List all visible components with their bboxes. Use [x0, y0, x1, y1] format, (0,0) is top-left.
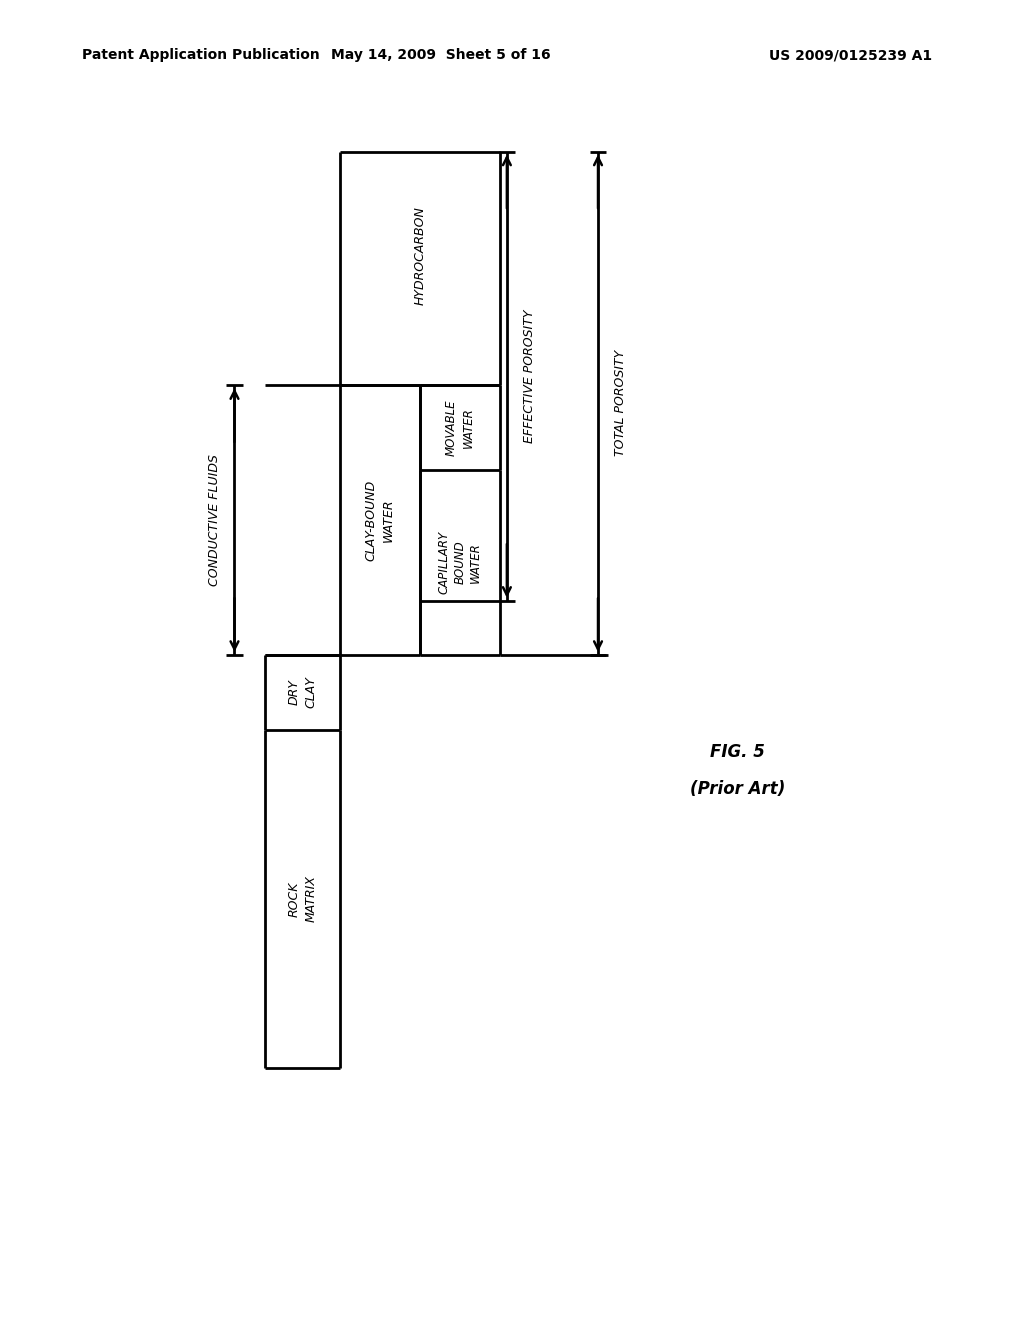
Text: CONDUCTIVE FLUIDS: CONDUCTIVE FLUIDS [208, 454, 220, 586]
Text: Patent Application Publication: Patent Application Publication [82, 49, 319, 62]
Text: May 14, 2009  Sheet 5 of 16: May 14, 2009 Sheet 5 of 16 [331, 49, 550, 62]
Text: ROCK
MATRIX: ROCK MATRIX [288, 875, 317, 923]
Text: FIG. 5: FIG. 5 [710, 743, 765, 762]
Text: EFFECTIVE POROSITY: EFFECTIVE POROSITY [523, 309, 536, 444]
Text: CAPILLARY
BOUND
WATER: CAPILLARY BOUND WATER [437, 531, 482, 594]
Text: MOVABLE
WATER: MOVABLE WATER [444, 400, 475, 455]
Text: HYDROCARBON: HYDROCARBON [414, 206, 426, 305]
Text: CLAY-BOUND
WATER: CLAY-BOUND WATER [365, 479, 395, 561]
Text: TOTAL POROSITY: TOTAL POROSITY [614, 350, 627, 457]
Text: DRY
CLAY: DRY CLAY [288, 676, 317, 709]
Text: US 2009/0125239 A1: US 2009/0125239 A1 [769, 49, 932, 62]
Text: (Prior Art): (Prior Art) [689, 780, 785, 799]
